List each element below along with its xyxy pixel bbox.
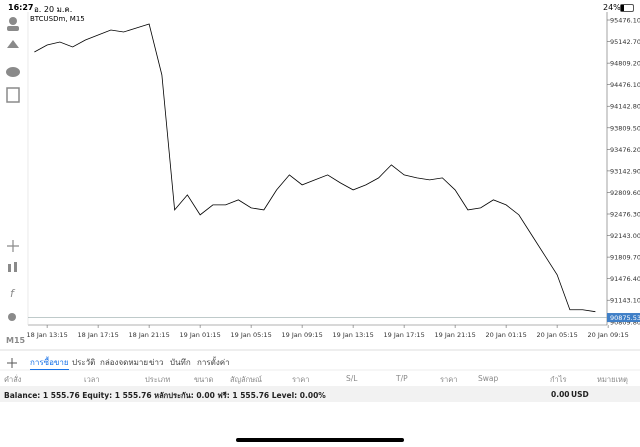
crosshair-icon[interactable] xyxy=(7,240,19,252)
column-header[interactable]: ขนาด xyxy=(194,375,214,384)
tab[interactable]: การซื้อขาย xyxy=(30,356,69,370)
account-icon[interactable] xyxy=(9,17,17,25)
x-tick-label: 20 Jan 09:15 xyxy=(588,331,629,339)
tab[interactable]: กล่องจดหมาย xyxy=(100,358,149,367)
y-tick-label: 94476.10 xyxy=(610,81,640,89)
price-line xyxy=(34,23,596,313)
x-tick-label: 18 Jan 17:15 xyxy=(78,331,119,339)
trade-icon[interactable] xyxy=(7,40,19,48)
clock: 16:27 xyxy=(8,3,34,12)
tab[interactable]: การตั้งค่า xyxy=(197,358,230,367)
column-header[interactable]: หมายเหตุ xyxy=(597,375,628,384)
current-price-label: 90875.53 xyxy=(610,314,640,322)
x-tick-label: 18 Jan 21:15 xyxy=(129,331,170,339)
chart-type-icon-2 xyxy=(14,262,17,272)
add-button[interactable] xyxy=(7,358,17,368)
column-header[interactable]: T/P xyxy=(396,374,408,383)
objects-icon[interactable] xyxy=(8,313,16,321)
y-tick-label: 93809.50 xyxy=(610,124,640,132)
x-tick-label: 19 Jan 17:15 xyxy=(384,331,425,339)
battery-level: 24% xyxy=(603,3,621,12)
column-header[interactable]: Swap xyxy=(478,374,499,383)
x-tick-label: 18 Jan 13:15 xyxy=(27,331,68,339)
column-header[interactable]: สัญลักษณ์ xyxy=(230,375,263,384)
column-header[interactable]: คำสั่ง xyxy=(4,375,22,384)
tab[interactable]: บันทึก xyxy=(170,358,191,367)
timeframe-button[interactable]: M15 xyxy=(6,336,26,345)
home-indicator xyxy=(236,438,404,442)
indicator-icon[interactable]: f xyxy=(10,287,16,300)
tab[interactable]: ประวัติ xyxy=(72,358,96,367)
x-tick-label: 19 Jan 21:15 xyxy=(435,331,476,339)
x-tick-label: 20 Jan 05:15 xyxy=(537,331,578,339)
account-total: 0.00 xyxy=(551,390,570,399)
x-tick-label: 19 Jan 05:15 xyxy=(231,331,272,339)
y-tick-label: 92143.00 xyxy=(610,232,640,240)
x-tick-label: 19 Jan 09:15 xyxy=(282,331,323,339)
y-tick-label: 94142.80 xyxy=(610,103,640,111)
column-header[interactable]: ราคา xyxy=(440,375,458,384)
column-header[interactable]: ประเภท xyxy=(145,375,171,384)
account-summary: Balance: 1 555.76 Equity: 1 555.76 หลักป… xyxy=(4,391,326,400)
chart-title: BTCUSDm, M15 xyxy=(30,15,85,23)
account-icon-body xyxy=(7,26,19,31)
date: อ. 20 ม.ค. xyxy=(34,5,73,14)
chart-type-icon[interactable] xyxy=(8,264,11,272)
column-header[interactable]: กำไร xyxy=(550,375,567,384)
balance-row-bg xyxy=(0,386,640,402)
x-tick-label: 19 Jan 13:15 xyxy=(333,331,374,339)
y-tick-label: 91809.70 xyxy=(610,254,640,262)
side-toolbar: f xyxy=(6,17,20,321)
y-tick-label: 90809.80 xyxy=(610,318,640,326)
x-tick-label: 19 Jan 01:15 xyxy=(180,331,221,339)
y-tick-label: 95476.10 xyxy=(610,17,640,25)
column-header[interactable]: ราคา xyxy=(292,375,310,384)
y-tick-label: 91476.40 xyxy=(610,275,640,283)
y-tick-label: 92476.30 xyxy=(610,211,640,219)
y-tick-label: 92809.60 xyxy=(610,189,640,197)
tab[interactable]: ข่าว xyxy=(149,358,164,367)
y-tick-label: 95142.70 xyxy=(610,38,640,46)
chat-icon[interactable] xyxy=(6,67,20,77)
column-header[interactable]: S/L xyxy=(346,374,358,383)
y-tick-label: 93142.90 xyxy=(610,167,640,175)
account-currency: USD xyxy=(571,390,589,399)
x-tick-label: 20 Jan 01:15 xyxy=(486,331,527,339)
y-tick-label: 93476.20 xyxy=(610,146,640,154)
new-order-icon[interactable] xyxy=(6,87,20,103)
current-price-tag xyxy=(607,313,640,323)
column-header[interactable]: เวลา xyxy=(84,375,100,384)
battery-icon xyxy=(620,4,634,12)
y-tick-label: 91143.10 xyxy=(610,297,640,305)
y-tick-label: 94809.20 xyxy=(610,60,640,68)
